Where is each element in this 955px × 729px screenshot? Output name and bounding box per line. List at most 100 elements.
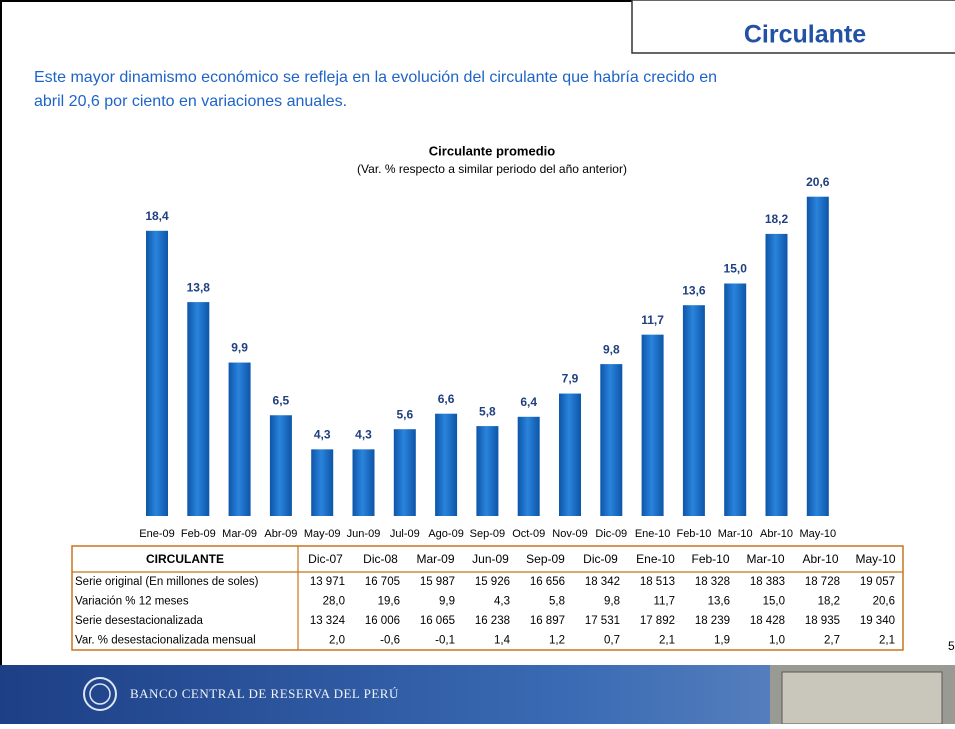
table-cell: 28,0 bbox=[323, 595, 345, 607]
table-column-header: Sep-09 bbox=[526, 552, 565, 566]
bar bbox=[187, 302, 210, 516]
table-cell: 5,8 bbox=[549, 595, 565, 607]
data-label: 18,4 bbox=[145, 209, 169, 223]
table-column-header: Dic-09 bbox=[583, 552, 618, 566]
x-tick-label: Mar-10 bbox=[718, 528, 753, 540]
bar bbox=[724, 283, 747, 516]
table-column-header: May-10 bbox=[855, 552, 895, 566]
x-tick-label: May-10 bbox=[799, 528, 836, 540]
data-label: 15,0 bbox=[724, 262, 748, 276]
table-cell: 18 383 bbox=[750, 576, 785, 588]
table-column-header: Mar-09 bbox=[416, 552, 454, 566]
table-cell: 18 428 bbox=[750, 615, 785, 627]
table-column-header: Jun-09 bbox=[472, 552, 509, 566]
x-tick-label: Jul-09 bbox=[390, 528, 420, 540]
table-cell: 19 340 bbox=[860, 615, 895, 627]
x-tick-label: Mar-09 bbox=[222, 528, 257, 540]
bar bbox=[352, 449, 375, 516]
table-cell: 19,6 bbox=[378, 595, 400, 607]
table: CIRCULANTE Dic-07 Dic-08 Mar-09 Jun-09 Sep-09… bbox=[71, 545, 904, 651]
table-cell: 2,0 bbox=[329, 634, 345, 646]
chart-title: Circulante promedio bbox=[429, 143, 555, 158]
x-tick-label: Ene-09 bbox=[139, 528, 174, 540]
table-cell: 19 057 bbox=[860, 576, 895, 588]
data-label: 6,5 bbox=[273, 393, 290, 407]
footer-photo-building bbox=[781, 671, 943, 725]
data-label: 4,3 bbox=[314, 428, 331, 442]
logo-inner bbox=[89, 683, 111, 705]
data-label: 20,6 bbox=[806, 175, 830, 189]
title-box bbox=[631, 0, 955, 54]
table-cell: 16 705 bbox=[365, 576, 400, 588]
bank-name: BANCO CENTRAL DE RESERVA DEL PERÚ bbox=[130, 686, 399, 701]
row-label: Variación % 12 meses bbox=[75, 595, 189, 607]
table-cell: 15 926 bbox=[475, 576, 510, 588]
page-number: 5 bbox=[948, 639, 955, 653]
x-tick-label: Sep-09 bbox=[470, 528, 505, 540]
x-tick-label: Abr-09 bbox=[264, 528, 297, 540]
intro-text: abril 20,6 por ciento en variaciones anu… bbox=[34, 93, 347, 110]
table-cell: 18,2 bbox=[818, 595, 840, 607]
table-border bbox=[71, 545, 904, 651]
table-cell: 1,4 bbox=[494, 634, 511, 646]
table-cell: 13 971 bbox=[310, 576, 345, 588]
table-column-header: Abr-10 bbox=[802, 552, 838, 566]
table-cell: 16 238 bbox=[475, 615, 510, 627]
table-cell: 17 892 bbox=[640, 615, 675, 627]
x-tick-label: Nov-09 bbox=[552, 528, 587, 540]
bars: 18,4 Ene-09 13,8 Feb-09 9,9 Mar-09 6,5 Abr-09 4,… bbox=[139, 175, 836, 540]
bar bbox=[559, 393, 581, 516]
table-cell: 2,7 bbox=[824, 634, 840, 646]
table-cell: 9,9 bbox=[439, 595, 455, 607]
table-cell: 18 239 bbox=[695, 615, 730, 627]
table-cell: 16 065 bbox=[420, 615, 455, 627]
table-column-header: Feb-10 bbox=[691, 552, 729, 566]
bar bbox=[435, 413, 458, 516]
bar bbox=[146, 230, 168, 517]
data-label: 13,8 bbox=[187, 280, 211, 294]
table-cell: 2,1 bbox=[659, 634, 675, 646]
table-cell: 18 728 bbox=[805, 576, 840, 588]
table-cell: 18 513 bbox=[640, 576, 675, 588]
x-tick-label: Ago-09 bbox=[428, 528, 463, 540]
bar bbox=[393, 429, 416, 516]
table-cell: 9,8 bbox=[604, 595, 620, 607]
bar bbox=[682, 305, 705, 516]
table-cell: 4,3 bbox=[494, 595, 510, 607]
table-cell: 17 531 bbox=[585, 615, 620, 627]
bar bbox=[476, 426, 499, 516]
table-cell: 15 987 bbox=[420, 576, 455, 588]
table-cell: 13 324 bbox=[310, 615, 346, 627]
x-tick-label: Oct-09 bbox=[512, 528, 545, 540]
chart-subtitle: (Var. % respecto a similar periodo del a… bbox=[357, 162, 627, 176]
x-tick-label: Feb-10 bbox=[676, 528, 711, 540]
bar bbox=[765, 233, 788, 516]
bar bbox=[806, 196, 829, 516]
table-cell: 2,1 bbox=[879, 634, 895, 646]
table-cell: 16 006 bbox=[365, 615, 400, 627]
table-cell: 0,7 bbox=[604, 634, 620, 646]
data-label: 6,4 bbox=[520, 395, 537, 409]
table-cell: 1,9 bbox=[714, 634, 730, 646]
table-cell: 20,6 bbox=[873, 595, 895, 607]
table-cell: 18 328 bbox=[695, 576, 730, 588]
data-label: 4,3 bbox=[355, 428, 372, 442]
logo bbox=[83, 677, 117, 711]
data-label: 6,6 bbox=[438, 392, 455, 406]
bar bbox=[600, 364, 623, 516]
table-cell: -0,1 bbox=[435, 634, 455, 646]
table-cell: 15,0 bbox=[763, 595, 785, 607]
data-label: 9,8 bbox=[603, 342, 620, 356]
bar bbox=[228, 362, 251, 516]
row-label: Var. % desestacionalizada mensual bbox=[75, 634, 256, 646]
slide-title: Circulante bbox=[744, 21, 866, 49]
data-label: 7,9 bbox=[562, 372, 579, 386]
table-cell: 11,7 bbox=[653, 595, 675, 607]
bar bbox=[269, 415, 292, 516]
row-label: Serie desestacionalizada bbox=[75, 615, 203, 627]
table-header-label: CIRCULANTE bbox=[146, 552, 224, 566]
x-tick-label: Ene-10 bbox=[635, 528, 670, 540]
table-cell: -0,6 bbox=[380, 634, 400, 646]
bar bbox=[517, 416, 540, 516]
table-cell: 16 897 bbox=[530, 615, 565, 627]
